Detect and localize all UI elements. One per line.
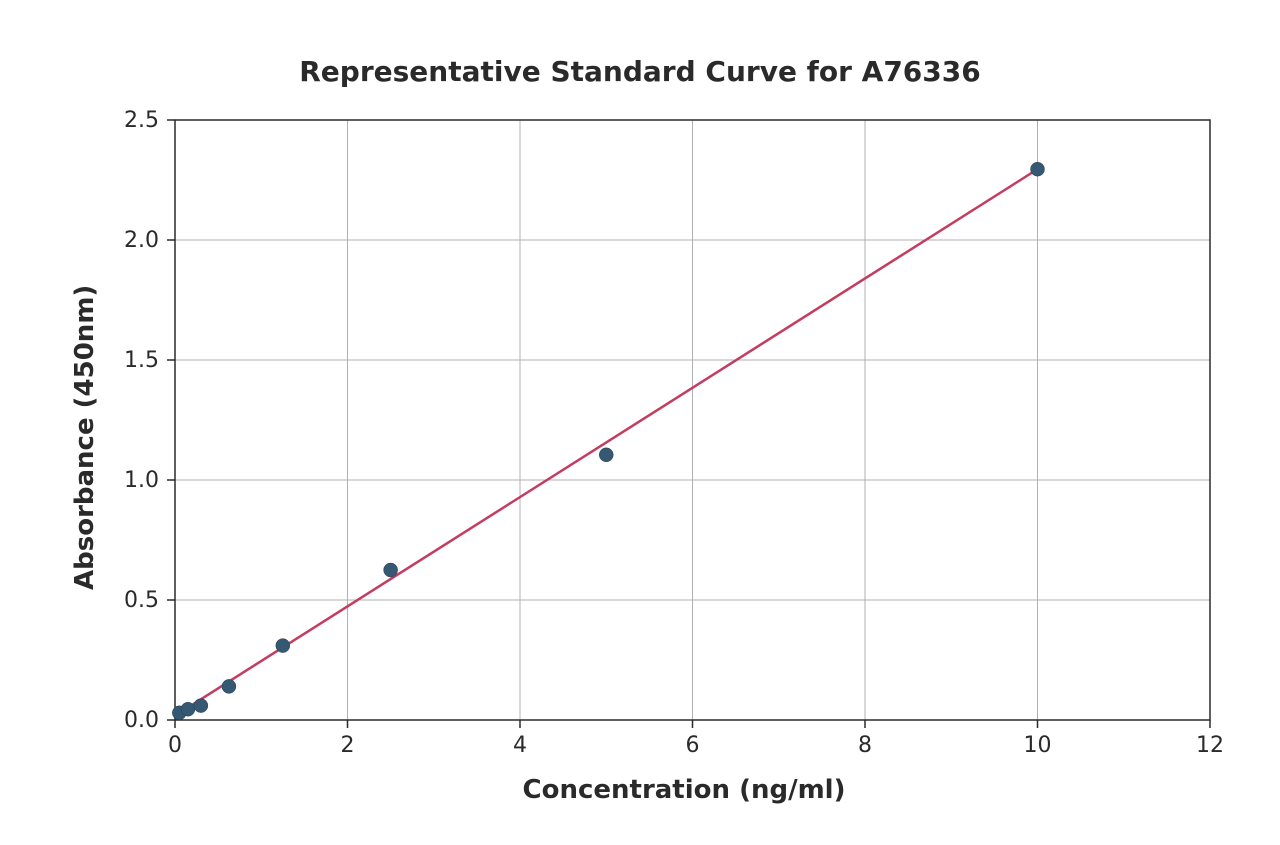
- y-tick-label: 2.5: [124, 108, 159, 133]
- x-tick-label: 0: [168, 733, 182, 758]
- data-point: [222, 679, 236, 693]
- data-point: [384, 563, 398, 577]
- chart-container: Representative Standard Curve for A76336…: [0, 0, 1280, 845]
- y-tick-label: 1.0: [124, 468, 159, 493]
- y-tick-label: 1.5: [124, 348, 159, 373]
- y-tick-label: 2.0: [124, 228, 159, 253]
- x-tick-label: 4: [513, 733, 527, 758]
- y-tick-label: 0.5: [124, 588, 159, 613]
- x-tick-label: 12: [1196, 733, 1224, 758]
- data-point: [599, 448, 613, 462]
- x-tick-label: 6: [686, 733, 700, 758]
- data-point: [194, 699, 208, 713]
- x-tick-label: 2: [341, 733, 355, 758]
- y-tick-label: 0.0: [124, 708, 159, 733]
- x-tick-label: 8: [858, 733, 872, 758]
- x-tick-label: 10: [1024, 733, 1052, 758]
- data-point: [276, 639, 290, 653]
- data-point: [1031, 162, 1045, 176]
- chart-svg: 0 2 4 6 8 10 12 0.0 0.5 1.0 1.5 2.0 2.5: [0, 0, 1280, 845]
- data-point: [181, 702, 195, 716]
